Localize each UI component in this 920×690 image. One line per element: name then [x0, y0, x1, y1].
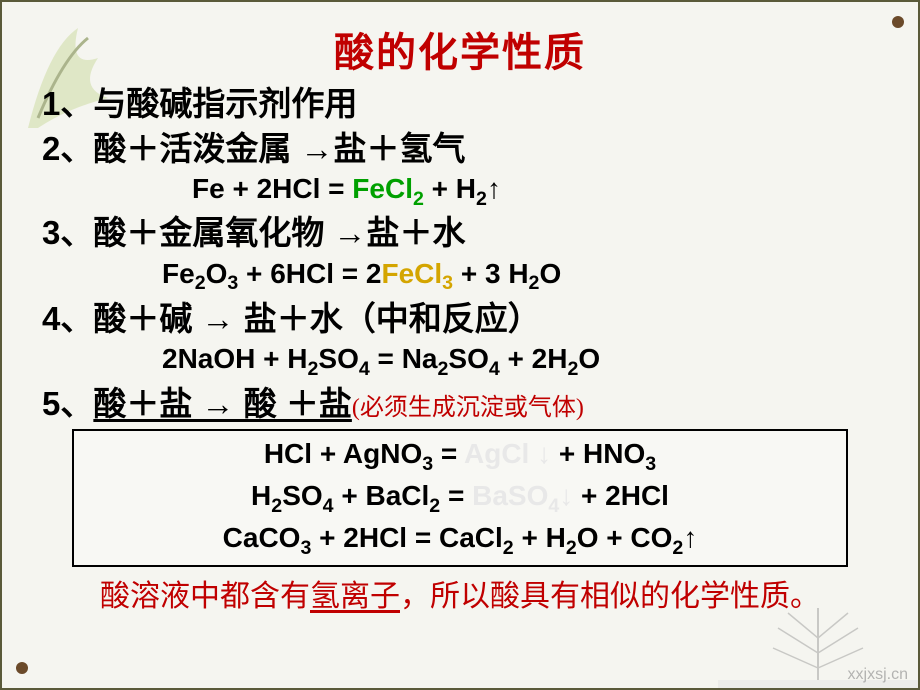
eq2-lhs: Fe + 2HCl =	[192, 173, 352, 204]
item-4: 4、酸＋碱 → 盐＋水（中和反应）	[42, 297, 878, 342]
box-line-3: CaCO3 + 2HCl = CaCl2 + H2O + CO2↑	[82, 519, 838, 561]
box-line-1: HCl + AgNO3 = AgCl ↓ + HNO3	[82, 435, 838, 477]
slide-title: 酸的化学性质	[42, 20, 878, 78]
item-3: 3、酸＋金属氧化物 →盐＋水	[42, 211, 878, 256]
eq3-product: FeCl3	[381, 258, 453, 289]
summary-line: 酸溶液中都含有氢离子，所以酸具有相似的化学性质。	[42, 571, 878, 615]
baso4-precipitate: BaSO4↓	[472, 480, 573, 511]
item-5-note: (必须生成沉淀或气体)	[352, 392, 584, 424]
equation-4: 2NaOH + H2SO4 = Na2SO4 + 2H2O	[162, 341, 878, 382]
eq2-product: FeCl2	[352, 173, 424, 204]
equation-box: HCl + AgNO3 = AgCl ↓ + HNO3 H2SO4 + BaCl…	[72, 429, 848, 567]
summary-underlined: 氢离子	[310, 580, 400, 613]
slide-content: 酸的化学性质 1、与酸碱指示剂作用 2、酸＋活泼金属 →盐＋氢气 Fe + 2H…	[2, 2, 918, 623]
item-5: 5、酸＋盐 → 酸 ＋盐 (必须生成沉淀或气体)	[42, 382, 878, 427]
eq2-h2: + H2↑	[424, 173, 501, 204]
box-line-2: H2SO4 + BaCl2 = BaSO4↓ + 2HCl	[82, 477, 838, 519]
item-2: 2、酸＋活泼金属 →盐＋氢气	[42, 127, 878, 172]
item-5-underlined: 酸＋盐 → 酸 ＋盐	[93, 382, 352, 427]
equation-3: Fe2O3 + 6HCl = 2FeCl3 + 3 H2O	[162, 256, 878, 297]
agcl-precipitate: AgCl ↓	[464, 438, 551, 469]
watermark: xxjxsj.cn	[848, 666, 908, 684]
corner-dot-bl	[16, 662, 28, 674]
item-1: 1、与酸碱指示剂作用	[42, 82, 878, 127]
equation-2: Fe + 2HCl = FeCl2 + H2↑	[192, 171, 878, 211]
